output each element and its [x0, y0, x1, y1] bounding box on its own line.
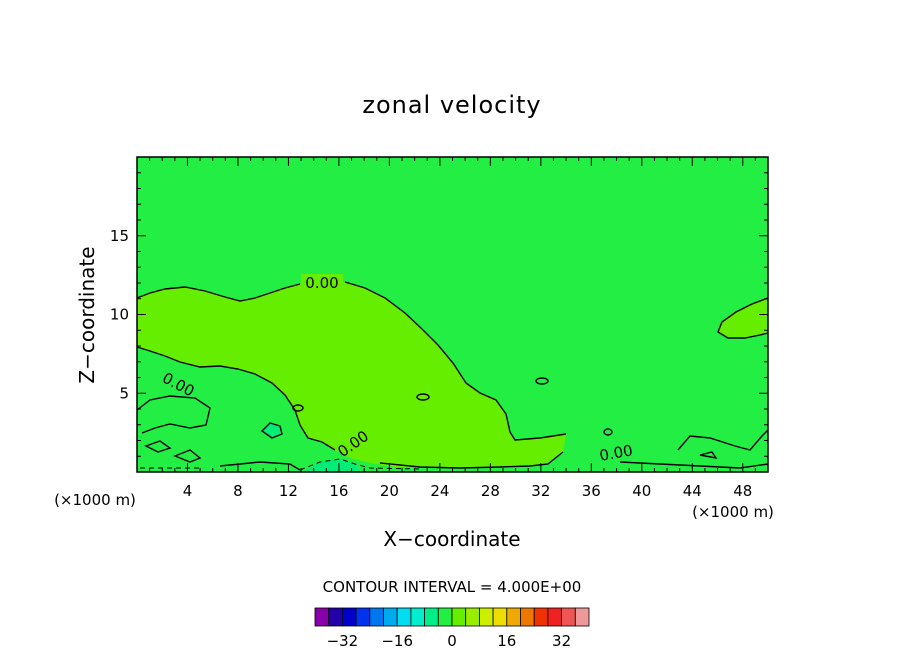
y-tick-label: 10 — [110, 306, 129, 324]
colorbar-tick-label: 32 — [552, 632, 571, 650]
x-tick-label: 48 — [733, 482, 752, 500]
contour-line-upper — [136, 281, 567, 441]
contour-line-left-cells — [136, 395, 211, 463]
x-tick-label: 40 — [632, 482, 651, 500]
contour-line-right-lobe — [717, 297, 769, 339]
x-unit-left: (×1000 m) — [54, 491, 136, 509]
x-tick-label: 16 — [329, 482, 348, 500]
colorbar-swatch — [478, 607, 494, 627]
colorbar-swatch — [369, 607, 384, 627]
colorbar-swatch — [533, 607, 549, 627]
colorbar-swatch — [328, 607, 343, 627]
x-axis-label: X−coordinate — [383, 527, 520, 551]
contour-cell-e — [260, 422, 283, 439]
colorbar-tick-label: 0 — [447, 632, 457, 650]
contour-cell-c — [603, 428, 613, 436]
colorbar-swatch — [492, 607, 508, 627]
contour-line-right-surface — [677, 429, 769, 459]
x-tick-label: 36 — [582, 482, 601, 500]
x-tick-label: 44 — [683, 482, 702, 500]
colorbar-swatch — [520, 607, 535, 627]
contour-label: 0.00 — [305, 274, 338, 292]
colorbar-swatch — [424, 607, 439, 627]
colorbar-swatch — [383, 607, 398, 627]
colorbar-swatch — [355, 607, 371, 627]
colorbar-swatch — [506, 607, 521, 627]
positive-region-main — [137, 282, 566, 468]
colorbar-swatch — [547, 607, 563, 627]
contour-interval-text: CONTOUR INTERVAL = 4.000E+00 — [323, 578, 582, 596]
x-tick-label: 8 — [233, 482, 243, 500]
zero-contours — [136, 281, 769, 471]
positive-region-right — [718, 298, 768, 338]
contour-cell-d — [292, 404, 304, 412]
colorbar: −32 −16 0 16 32 — [314, 607, 590, 650]
colorbar-swatch — [574, 607, 590, 627]
colorbar-swatch — [451, 607, 467, 627]
plot-area: 0.00 0.00 0.00 0.00 — [136, 156, 769, 473]
y-tick-label: 15 — [110, 227, 129, 245]
contour-label: 0.00 — [598, 441, 634, 465]
x-tick-label: 4 — [183, 482, 193, 500]
colorbar-swatch — [341, 607, 357, 627]
x-tick-label: 24 — [430, 482, 449, 500]
colorbar-swatch — [465, 607, 480, 627]
x-tick-label: 12 — [279, 482, 298, 500]
colorbar-swatch — [396, 607, 412, 627]
colorbar-tick-label: −32 — [327, 632, 359, 650]
colorbar-swatch — [314, 607, 330, 627]
colorbar-swatch — [561, 607, 576, 627]
x-tick-label: 28 — [481, 482, 500, 500]
contour-line-bottom — [219, 451, 769, 471]
contour-cell-a — [416, 393, 430, 401]
x-unit-right: (×1000 m) — [692, 503, 774, 521]
colorbar-tick-label: 16 — [497, 632, 516, 650]
negative-region-surface — [305, 459, 360, 471]
y-axis-label: Z−coordinate — [75, 246, 99, 383]
colorbar-tick-label: −16 — [381, 632, 413, 650]
contour-cell-b — [535, 377, 549, 385]
contour-line-lower — [136, 346, 336, 451]
chart-title: zonal velocity — [362, 91, 541, 119]
colorbar-swatch — [437, 607, 453, 627]
x-tick-label: 32 — [531, 482, 550, 500]
x-tick-label: 20 — [380, 482, 399, 500]
y-tick-label: 5 — [119, 384, 129, 402]
colorbar-swatch — [410, 607, 425, 627]
